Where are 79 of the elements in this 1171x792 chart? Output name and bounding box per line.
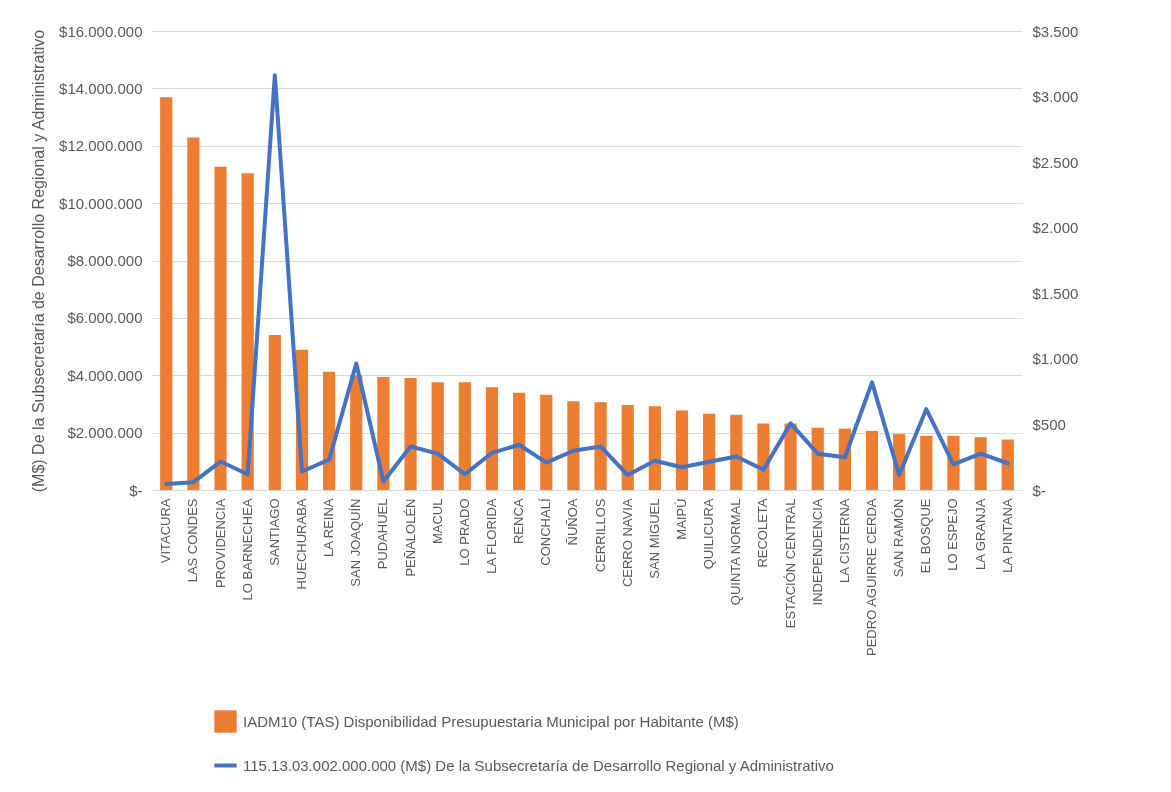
bar — [567, 401, 580, 490]
bar — [513, 392, 526, 490]
x-tick-label: LO BARNECHEA — [239, 498, 255, 601]
x-tick-label: SAN RAMÓN — [891, 498, 907, 578]
y-tick-label: $12.000.000 — [59, 137, 143, 155]
y-tick-label: $- — [129, 481, 143, 499]
x-tick-label: RECOLETA — [755, 498, 771, 568]
x-tick-label: VITACURA — [158, 498, 174, 564]
bar — [703, 413, 716, 490]
bar — [268, 335, 281, 490]
bar — [187, 137, 200, 490]
y2-tick-label: $1.500 — [1032, 284, 1079, 302]
x-tick-label: HUECHURABA — [293, 498, 309, 590]
x-tick-label: LAS CONDES — [185, 498, 201, 583]
y2-tick-label: $3.500 — [1032, 22, 1079, 40]
y-tick-label: $16.000.000 — [59, 22, 143, 40]
y-axis-title: (M$) De la Subsecretaría de Desarrollo Regional y Administrativo — [30, 29, 48, 493]
y2-tick-label: $3.000 — [1032, 88, 1079, 106]
x-tick-label: SAN MIGUEL — [646, 498, 662, 579]
y-tick-label: $10.000.000 — [59, 194, 143, 212]
x-tick-label: LO PRADO — [456, 498, 472, 566]
bar — [648, 406, 661, 490]
x-tick-label: CERRILLOS — [592, 498, 608, 573]
bar — [865, 430, 879, 490]
bar — [811, 427, 824, 490]
x-tick-label: MAIPÚ — [674, 498, 690, 540]
y-tick-label: $6.000.000 — [67, 309, 143, 327]
x-tick-label: CERRO NAVIA — [619, 498, 635, 588]
y2-tick-label: $- — [1032, 481, 1046, 499]
line-series — [164, 73, 1010, 486]
x-tick-label: INDEPENDENCIA — [809, 498, 825, 606]
bar — [431, 382, 444, 490]
legend-label: 115.13.03.002.000.000 (M$) De la Subsecretaría de Desarrollo Regional y Administrativo — [243, 756, 834, 774]
bar — [730, 414, 743, 490]
x-tick-label: EL BOSQUE — [918, 498, 934, 574]
x-tick-label: LA FLORIDA — [483, 498, 499, 574]
x-tick-label: QUILICURA — [701, 498, 717, 570]
y-tick-label: $14.000.000 — [59, 79, 143, 97]
x-tick-label: CONCHALÍ — [538, 498, 554, 566]
x-tick-label: QUINTA NORMAL — [728, 498, 744, 606]
x-tick-label: ÑUÑOA — [565, 498, 581, 546]
bar — [920, 435, 933, 490]
bar — [350, 375, 363, 490]
x-tick-label: LA PINTANA — [999, 498, 1015, 573]
x-tick-label: LO ESPEJO — [945, 498, 961, 571]
x-tick-label: PEDRO AGUIRRE CERDA — [864, 498, 880, 656]
bar — [675, 410, 689, 490]
x-tick-label: PUDAHUEL — [375, 498, 391, 570]
bar — [485, 387, 499, 490]
x-tick-label: ESTACIÓN CENTRAL — [782, 498, 798, 629]
bar — [323, 371, 336, 490]
bar — [540, 394, 553, 490]
bar — [784, 423, 797, 490]
x-tick-label: PROVIDENCIA — [212, 498, 228, 589]
legend-label: IADM10 (TAS) Disponibilidad Presupuestaria Municipal por Habitante (M$) — [243, 712, 739, 730]
bar — [160, 97, 173, 490]
bar — [594, 402, 607, 490]
bar — [214, 166, 227, 490]
x-tick-label: MACUL — [429, 498, 445, 545]
x-tick-label: LA REINA — [321, 498, 337, 558]
bar — [621, 405, 634, 490]
y2-tick-label: $1.000 — [1032, 350, 1079, 368]
bar — [757, 423, 770, 490]
y2-tick-label: $500 — [1032, 415, 1066, 433]
x-tick-label: LA GRANJA — [972, 498, 988, 571]
bar — [974, 437, 987, 490]
x-tick-label: PEÑALOLÉN — [402, 498, 418, 577]
y2-tick-label: $2.500 — [1032, 153, 1079, 171]
y-tick-label: $4.000.000 — [67, 366, 143, 384]
bar — [404, 378, 417, 490]
x-tick-label: SAN JOAQUÍN — [348, 498, 364, 587]
y-tick-label: $8.000.000 — [67, 252, 143, 269]
bar — [458, 382, 471, 490]
y-tick-label: $2.000.000 — [67, 424, 143, 442]
y2-tick-label: $2.000 — [1032, 219, 1079, 237]
bar — [1001, 439, 1014, 490]
x-tick-label: LA CISTERNA — [836, 498, 852, 584]
x-tick-label: SANTIAGO — [266, 498, 282, 566]
x-tick-label: RENCA — [511, 498, 527, 545]
